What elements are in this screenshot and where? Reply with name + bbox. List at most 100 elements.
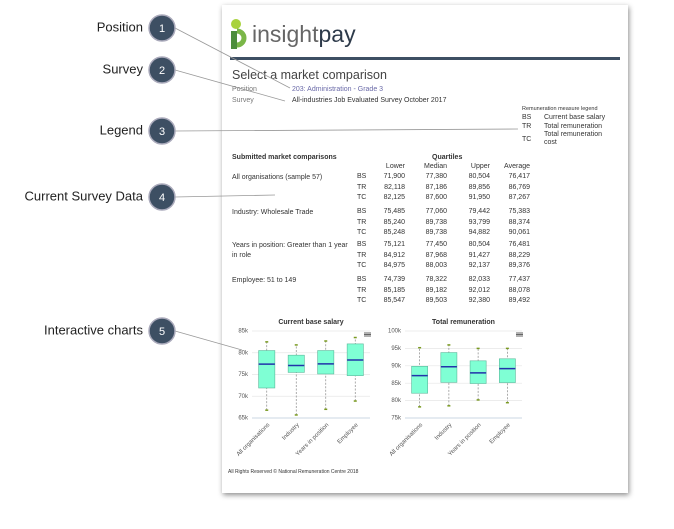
y-tick-label: 65k bbox=[238, 416, 249, 422]
callout-line bbox=[174, 128, 519, 132]
cell: 89,738 bbox=[425, 229, 447, 236]
legend-code: TR bbox=[522, 123, 532, 130]
logo-icon bbox=[231, 19, 247, 49]
cell: 82,118 bbox=[384, 183, 405, 191]
box bbox=[258, 350, 276, 389]
callout-label: Interactive charts bbox=[44, 322, 143, 337]
cell: 77,380 bbox=[425, 173, 447, 180]
field-label: Survey bbox=[232, 97, 254, 104]
cell: 79,442 bbox=[468, 208, 490, 215]
cell: 88,374 bbox=[508, 218, 530, 226]
legend-text: Current base salary bbox=[544, 114, 606, 121]
callout-badge bbox=[148, 14, 176, 42]
callout-number: 5 bbox=[159, 326, 165, 338]
footer: All Rights Reserved © National Remunerat… bbox=[228, 469, 359, 475]
cell: 82,033 bbox=[468, 276, 490, 283]
cell: 89,503 bbox=[425, 297, 447, 304]
legend-text: Total remuneration cost bbox=[544, 131, 602, 146]
logo-part: insight bbox=[252, 21, 319, 47]
legend-text: Total remuneration bbox=[544, 123, 602, 130]
measure-code: TR bbox=[357, 218, 367, 226]
field-value: 203: Administration - Grade 3 bbox=[292, 86, 384, 93]
cell: 80,504 bbox=[468, 241, 490, 248]
cell: 82,125 bbox=[383, 194, 405, 201]
table-heading: Submitted market comparisons bbox=[232, 154, 337, 161]
measure-code: TR bbox=[357, 183, 367, 191]
box bbox=[317, 350, 335, 375]
column-header: Lower bbox=[385, 163, 405, 170]
callout-line bbox=[174, 69, 286, 102]
box bbox=[287, 354, 305, 373]
cell: 75,485 bbox=[383, 208, 405, 215]
cell: 85,185 bbox=[383, 286, 405, 294]
field-value: All-industries Job Evaluated Survey Octo… bbox=[292, 97, 447, 104]
cell: 80,504 bbox=[468, 173, 490, 180]
y-tick-label: 95k bbox=[391, 346, 402, 352]
logo: insightpay bbox=[252, 21, 356, 48]
callout-label: Current Survey Data bbox=[25, 188, 144, 203]
y-tick-label: 70k bbox=[238, 394, 249, 400]
cell: 92,137 bbox=[468, 262, 490, 269]
callout-badge bbox=[148, 117, 176, 145]
measure-code: BS bbox=[357, 208, 367, 215]
measure-code: TC bbox=[357, 229, 367, 236]
measure-code: TC bbox=[357, 297, 367, 304]
y-tick-label: 75k bbox=[238, 372, 249, 378]
legend-code: TC bbox=[522, 136, 532, 143]
group-label: Employee: 51 to 149 bbox=[232, 277, 297, 284]
column-header: Median bbox=[424, 163, 447, 170]
y-tick-label: 80k bbox=[391, 398, 402, 404]
callout-label: Survey bbox=[103, 61, 144, 76]
logo-part: pay bbox=[318, 21, 356, 47]
callout-badge bbox=[148, 56, 176, 84]
cell: 84,975 bbox=[383, 262, 405, 269]
cell: 92,012 bbox=[468, 286, 490, 294]
cell: 88,078 bbox=[508, 286, 530, 294]
cell: 87,600 bbox=[425, 194, 447, 201]
cell: 89,492 bbox=[508, 297, 530, 304]
measure-code: TR bbox=[357, 251, 367, 259]
report-page: insightpay Select a market comparison Po… bbox=[222, 5, 628, 493]
callout-number: 1 bbox=[159, 23, 165, 35]
legend-title: Remuneration measure legend bbox=[522, 106, 598, 112]
cell: 85,240 bbox=[383, 218, 405, 226]
box bbox=[411, 366, 428, 394]
measure-code: BS bbox=[357, 241, 367, 248]
cell: 91,950 bbox=[468, 194, 490, 201]
callout-label: Position bbox=[97, 19, 143, 34]
callout-number: 2 bbox=[159, 65, 165, 77]
callout-line bbox=[174, 330, 243, 351]
cell: 88,229 bbox=[508, 251, 530, 259]
y-tick-label: 85k bbox=[238, 329, 249, 335]
cell: 75,121 bbox=[383, 241, 405, 248]
callout-line bbox=[174, 27, 291, 89]
cell: 87,267 bbox=[508, 194, 530, 201]
measure-code: BS bbox=[357, 173, 367, 180]
group-label: Years in position: Greater than 1 year i… bbox=[232, 242, 348, 259]
divider bbox=[230, 57, 620, 60]
y-tick-label: 85k bbox=[391, 381, 402, 387]
cell: 92,380 bbox=[468, 297, 490, 304]
measure-code: TC bbox=[357, 194, 367, 201]
y-tick-label: 80k bbox=[238, 350, 249, 356]
measure-code: TC bbox=[357, 262, 367, 269]
y-tick-label: 100k bbox=[388, 329, 402, 335]
cell: 89,376 bbox=[508, 262, 530, 269]
cell: 85,248 bbox=[383, 229, 405, 236]
callout-badge bbox=[148, 183, 176, 211]
cell: 87,968 bbox=[425, 251, 447, 259]
report-title: Select a market comparison bbox=[232, 68, 387, 82]
group-label: Industry: Wholesale Trade bbox=[232, 209, 314, 216]
cell: 89,856 bbox=[468, 183, 490, 191]
box bbox=[440, 352, 458, 383]
measure-code: TR bbox=[357, 286, 367, 294]
cell: 77,450 bbox=[425, 241, 447, 248]
cell: 94,882 bbox=[468, 229, 490, 236]
callout-line bbox=[174, 194, 276, 198]
column-header: Upper bbox=[470, 163, 490, 170]
cell: 88,003 bbox=[425, 262, 447, 269]
cell: 85,547 bbox=[383, 297, 405, 304]
chart-title: Current base salary bbox=[278, 319, 343, 326]
